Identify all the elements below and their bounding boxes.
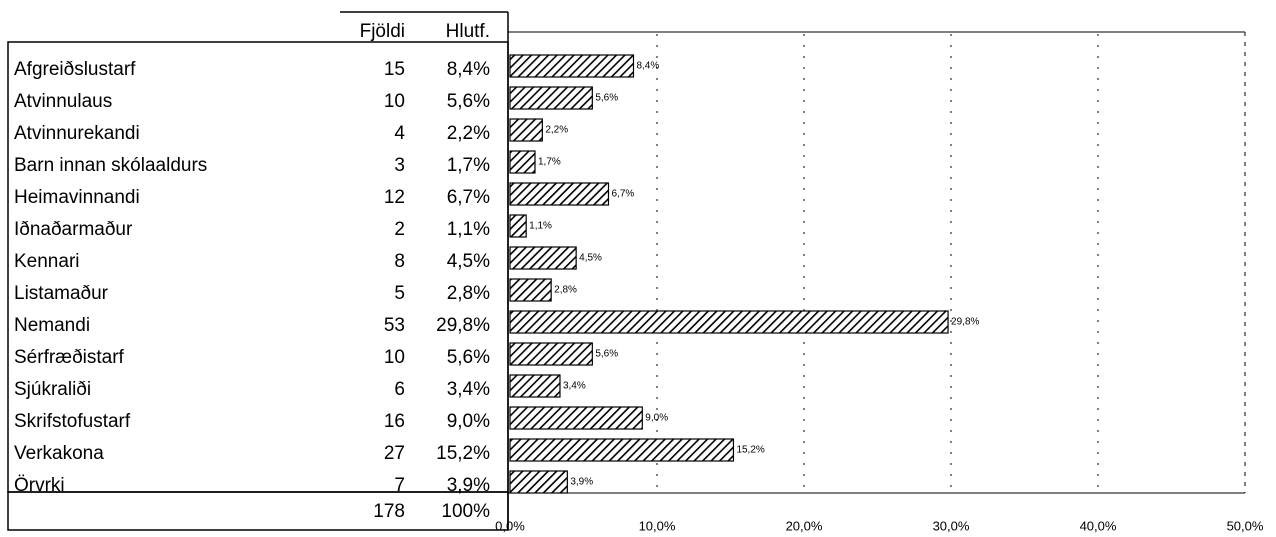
- bar: [509, 342, 593, 366]
- row-label: Atvinnurekandi: [14, 123, 140, 144]
- bar: [509, 470, 568, 494]
- bar: [509, 214, 527, 238]
- row-label: Atvinnulaus: [14, 91, 112, 112]
- data-label: 29,8%: [951, 317, 979, 328]
- percent: 1,1%: [447, 219, 490, 240]
- total-count: 178: [373, 501, 405, 522]
- row-label: Örvrki: [14, 475, 65, 496]
- percent: 3,4%: [447, 379, 490, 400]
- count: 10: [384, 347, 405, 368]
- bar: [509, 278, 552, 302]
- data-label: 5,6%: [595, 349, 618, 360]
- data-label: 2,2%: [545, 125, 568, 136]
- row-label: Barn innan skólaaldurs: [14, 155, 207, 176]
- bar: [509, 118, 543, 142]
- row-label: Verkakona: [14, 443, 104, 464]
- row-label: Sjúkraliði: [14, 379, 91, 400]
- data-label: 2,8%: [554, 285, 577, 296]
- row-label: Kennari: [14, 251, 80, 272]
- plot-frame: [508, 31, 1246, 494]
- bar: [509, 86, 593, 110]
- data-label: 1,1%: [529, 221, 552, 232]
- count: 4: [394, 123, 405, 144]
- bar: [509, 406, 643, 430]
- count: 8: [394, 251, 405, 272]
- row-label: Listamaður: [14, 283, 109, 304]
- percent: 9,0%: [447, 411, 490, 432]
- bar: [509, 374, 561, 398]
- percent: 1,7%: [447, 155, 490, 176]
- percent: 4,5%: [447, 251, 490, 272]
- count: 3: [394, 155, 405, 176]
- percent: 6,7%: [447, 187, 490, 208]
- header: Hlutf.: [446, 21, 490, 42]
- x-tick-label: 0,0%: [495, 518, 525, 533]
- count: 16: [384, 411, 405, 432]
- count: 7: [394, 475, 405, 496]
- percent: 2,8%: [447, 283, 490, 304]
- bar: [509, 310, 949, 334]
- bar: [509, 54, 635, 78]
- row-label: Skrifstofustarf: [14, 411, 131, 432]
- bar: [509, 246, 577, 270]
- total-percent: 100%: [441, 501, 490, 522]
- percent: 2,2%: [447, 123, 490, 144]
- bar: [509, 150, 536, 174]
- count: 27: [384, 443, 405, 464]
- count: 12: [384, 187, 405, 208]
- data-label: 8,4%: [636, 61, 659, 72]
- percent: 5,6%: [447, 347, 490, 368]
- data-label: 1,7%: [538, 157, 561, 168]
- row-label: Nemandi: [14, 315, 90, 336]
- row-label: Iðnaðarmaður: [14, 219, 133, 240]
- row-label: Heimavinnandi: [14, 187, 140, 208]
- count: 15: [384, 59, 405, 80]
- percent: 5,6%: [447, 91, 490, 112]
- percent: 29,8%: [436, 315, 490, 336]
- bar: [509, 182, 610, 206]
- x-tick-label: 50,0%: [1227, 518, 1264, 533]
- count: 2: [394, 219, 405, 240]
- x-tick-label: 20,0%: [786, 518, 823, 533]
- count: 53: [384, 315, 405, 336]
- data-label: 3,9%: [570, 477, 593, 488]
- x-tick-label: 40,0%: [1080, 518, 1117, 533]
- percent: 15,2%: [436, 443, 490, 464]
- x-tick-label: 30,0%: [933, 518, 970, 533]
- count: 5: [394, 283, 405, 304]
- row-label: Sérfræðistarf: [14, 347, 125, 368]
- data-label: 5,6%: [595, 93, 618, 104]
- header: Fjöldi: [360, 21, 405, 42]
- count: 6: [394, 379, 405, 400]
- data-label: 15,2%: [736, 445, 764, 456]
- data-label: 4,5%: [579, 253, 602, 264]
- x-tick-label: 10,0%: [639, 518, 676, 533]
- data-label: 6,7%: [611, 189, 634, 200]
- row-label: Afgreiðslustarf: [14, 59, 136, 80]
- data-label: 9,0%: [645, 413, 668, 424]
- percent: 3,9%: [447, 475, 490, 496]
- data-label: 3,4%: [563, 381, 586, 392]
- count: 10: [384, 91, 405, 112]
- percent: 8,4%: [447, 59, 490, 80]
- table-frame: [7, 11, 509, 531]
- bar: [509, 438, 735, 462]
